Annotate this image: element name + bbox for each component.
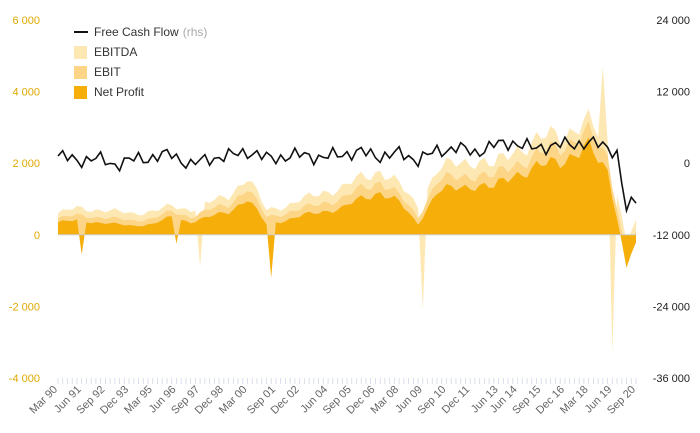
- left-tick-label: 6 000: [12, 15, 40, 27]
- line-free-cash-flow: [57, 135, 637, 214]
- legend-color-swatch: [74, 86, 87, 99]
- left-tick-label: -4 000: [9, 373, 40, 385]
- legend-label: EBIT: [94, 65, 121, 79]
- right-tick-label: -24 000: [653, 301, 690, 313]
- legend-color-swatch: [74, 46, 87, 59]
- area-net-profit: [58, 137, 636, 278]
- legend-label: Free Cash Flow (rhs): [94, 25, 207, 39]
- right-tick-label: 24 000: [656, 15, 690, 27]
- left-tick-label: 4 000: [12, 87, 40, 99]
- legend-label: Net Profit: [94, 85, 145, 99]
- fcf-line-group: [57, 135, 637, 214]
- legend-label-suffix: (rhs): [183, 25, 208, 39]
- legend-label: EBITDA: [94, 45, 137, 59]
- legend-color-swatch: [74, 66, 87, 79]
- left-tick-label: -2 000: [9, 301, 40, 313]
- legend: Free Cash Flow (rhs) EBITDA EBIT Net Profit: [74, 25, 207, 99]
- right-axis: 24 000 12 000 0 -12 000 -24 000 -36 000: [653, 15, 690, 385]
- right-tick-label: -36 000: [653, 373, 690, 385]
- right-tick-label: 12 000: [656, 87, 690, 99]
- right-tick-label: 0: [684, 158, 690, 170]
- left-axis: 6 000 4 000 2 000 0 -2 000 -4 000: [9, 15, 40, 385]
- right-tick-label: -12 000: [653, 230, 690, 242]
- left-tick-label: 2 000: [12, 158, 40, 170]
- area-series-group: [58, 66, 636, 353]
- left-tick-label: 0: [34, 230, 40, 242]
